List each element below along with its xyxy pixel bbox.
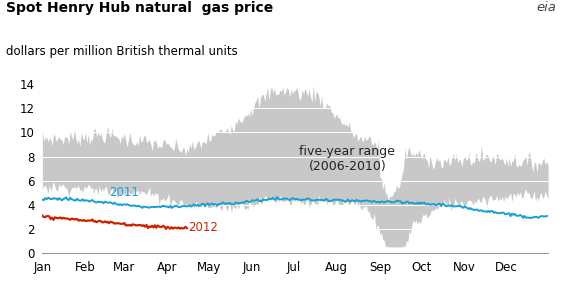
Text: 2011: 2011 bbox=[109, 186, 139, 199]
Text: 2012: 2012 bbox=[188, 221, 218, 234]
Text: five-year range
(2006-2010): five-year range (2006-2010) bbox=[299, 145, 395, 173]
Text: eia: eia bbox=[537, 1, 557, 14]
Text: dollars per million British thermal units: dollars per million British thermal unit… bbox=[6, 45, 237, 58]
Text: Spot Henry Hub natural  gas price: Spot Henry Hub natural gas price bbox=[6, 1, 273, 15]
